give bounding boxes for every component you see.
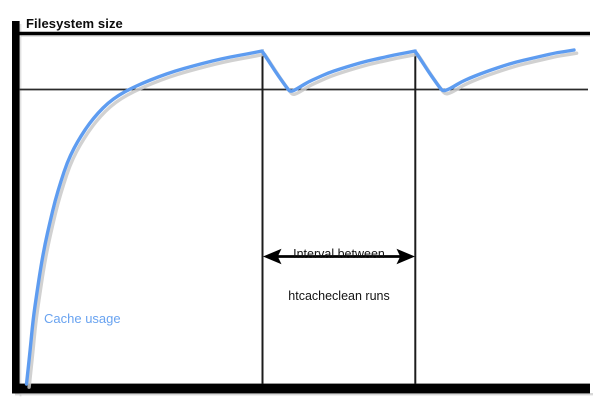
interval-annotation-label: Interval between htcacheclean runs xyxy=(259,219,419,331)
y-axis-bar xyxy=(12,21,20,394)
interval-annotation-line2: htcacheclean runs xyxy=(288,289,390,303)
interval-arrow-right-head xyxy=(396,248,415,265)
interval-arrow-left-head xyxy=(263,248,282,265)
filesystem-size-label: Filesystem size xyxy=(26,16,123,31)
x-axis-shadow xyxy=(15,393,593,396)
cache-usage-label: Cache usage xyxy=(44,311,121,326)
x-axis-bar xyxy=(12,383,590,394)
cache-usage-curve-shadow xyxy=(27,51,579,389)
y-axis-shadow xyxy=(19,24,22,397)
interval-annotation-line1: Interval between xyxy=(293,247,385,261)
cache-usage-curve xyxy=(24,48,576,386)
